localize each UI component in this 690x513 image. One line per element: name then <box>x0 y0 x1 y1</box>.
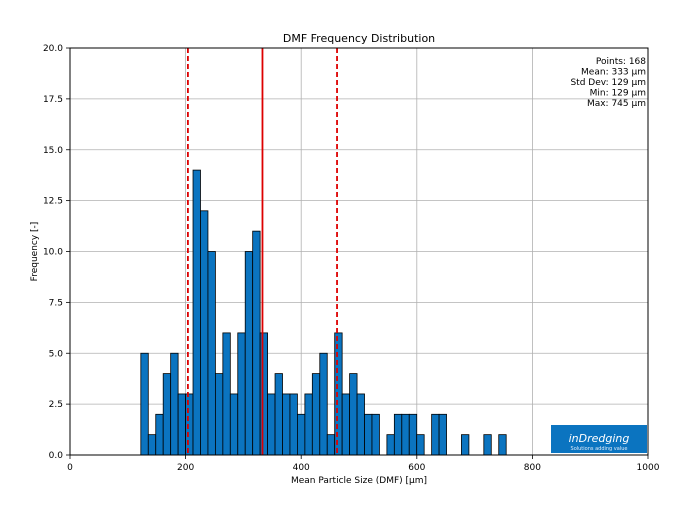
stat-max: Max: 745 μm <box>587 99 646 109</box>
x-tick-label: 800 <box>524 463 541 473</box>
y-tick-label: 7.5 <box>49 298 63 308</box>
histogram-bar <box>192 169 201 456</box>
y-tick-label: 17.5 <box>43 95 63 105</box>
y-tick-label: 10.0 <box>43 248 63 258</box>
y-tick-label: 12.5 <box>43 197 63 207</box>
histogram-bar <box>222 332 231 456</box>
logo-tagline: Solutions adding value <box>571 446 628 452</box>
histogram-bar <box>498 434 507 456</box>
histogram-bar <box>364 413 373 456</box>
histogram-bar <box>252 230 261 456</box>
histogram-bar <box>155 413 164 456</box>
histogram-bar <box>438 413 447 456</box>
stat-points: Points: 168 <box>596 57 646 67</box>
histogram-bar <box>282 393 291 456</box>
stat-min: Min: 129 μm <box>590 89 646 99</box>
x-tick-label: 0 <box>67 463 73 473</box>
chart-title: DMF Frequency Distribution <box>283 32 435 45</box>
x-tick-label: 1000 <box>637 463 660 473</box>
histogram-bar <box>304 393 313 456</box>
histogram-bar <box>214 373 224 456</box>
histogram-bar <box>267 393 276 456</box>
y-tick-label: 15.0 <box>43 146 63 156</box>
logo-wordmark: inDredging <box>569 432 630 445</box>
histogram-bar <box>311 373 321 456</box>
histogram-bar <box>461 434 470 456</box>
histogram-bar <box>140 352 149 456</box>
histogram-bar <box>408 413 418 456</box>
histogram-bar <box>274 373 283 456</box>
histogram-bar <box>483 434 492 456</box>
histogram-bar <box>177 393 186 456</box>
stat-std-dev: Std Dev: 129 μm <box>570 78 646 88</box>
y-tick-label: 2.5 <box>49 400 63 410</box>
y-axis-label: Frequency [-] <box>30 222 40 282</box>
histogram-bar <box>416 434 425 456</box>
histogram-bar <box>237 332 246 456</box>
histogram-bar <box>341 393 351 456</box>
x-tick-label: 400 <box>293 463 310 473</box>
stats-annotation: Points: 168 Mean: 333 μm Std Dev: 129 μm… <box>570 57 646 109</box>
histogram-bar <box>334 332 343 456</box>
stat-mean: Mean: 333 μm <box>581 68 646 78</box>
logo-background <box>551 425 647 453</box>
histogram-bar <box>162 373 172 456</box>
histogram-bar <box>147 434 157 456</box>
indredging-logo: inDredging Solutions adding value <box>551 425 647 453</box>
histogram-bar <box>244 251 254 456</box>
histogram-bar <box>170 352 179 456</box>
histogram-bar <box>319 352 328 456</box>
histogram-bar <box>401 413 410 456</box>
x-tick-label: 600 <box>408 463 425 473</box>
histogram-bar <box>185 393 194 456</box>
histogram-bar <box>259 332 268 456</box>
x-tick-label: 200 <box>177 463 194 473</box>
histogram-bar <box>289 393 298 456</box>
histogram-bar <box>371 413 380 456</box>
axis-ticks: 0 200 400 600 800 1000 0.0 2.5 5.0 7.5 10.0 12.5 15.… <box>43 44 660 473</box>
y-tick-label: 20.0 <box>43 44 63 54</box>
histogram-bar <box>200 210 209 456</box>
histogram-bar <box>297 413 306 456</box>
histogram-bar <box>349 373 358 456</box>
histogram-bar <box>431 413 440 456</box>
histogram-bar <box>356 393 365 456</box>
histogram-bar <box>207 251 216 456</box>
y-tick-label: 5.0 <box>49 349 64 359</box>
histogram-bar <box>229 393 239 456</box>
histogram-bar <box>326 434 336 456</box>
x-axis-label: Mean Particle Size (DMF) [μm] <box>291 476 427 486</box>
histogram-bar <box>393 413 403 456</box>
histogram-bar <box>386 434 395 456</box>
reference-lines <box>187 48 338 455</box>
y-tick-label: 0.0 <box>49 451 64 461</box>
